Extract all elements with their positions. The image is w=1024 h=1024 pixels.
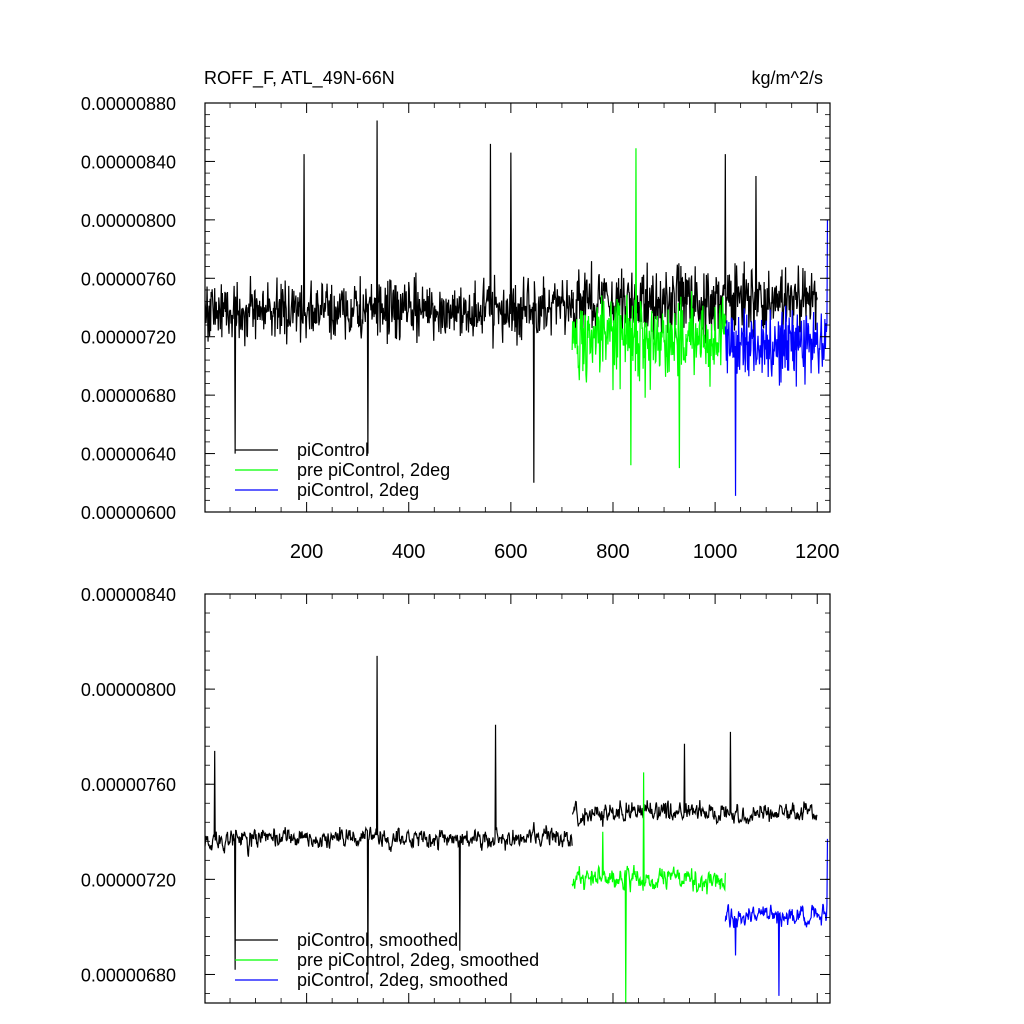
legend-label: piControl (297, 440, 369, 460)
series-line-pre-picontrol-2deg (571, 148, 726, 469)
x-tick-label: 1000 (693, 541, 738, 563)
top-plot-frame (204, 102, 831, 513)
x-tick-label: 600 (494, 541, 527, 563)
top-units: kg/m^2/s (752, 68, 823, 88)
y-tick-label: 0.00000680 (81, 965, 176, 985)
series-line-picontrol-2deg-smoothed (724, 838, 829, 996)
x-tick-label: 200 (290, 541, 323, 563)
bottom-axis-ticks: 0.00000680 0.00000720 0.00000760 0.00000800… (81, 585, 830, 1003)
y-tick-label: 0.00000600 (81, 503, 176, 523)
legend-label: piControl, smoothed (297, 930, 458, 950)
x-tick-label: 1200 (795, 541, 840, 563)
y-tick-label: 0.00000720 (81, 870, 176, 890)
series-line-pre-picontrol-2deg-smoothed (571, 772, 726, 1004)
legend-label: pre piControl, 2deg (297, 460, 450, 480)
bottom-series-group (204, 655, 829, 1004)
legend-label: pre piControl, 2deg, smoothed (297, 950, 539, 970)
x-tick-label: 400 (392, 541, 425, 563)
top-series-group (204, 120, 829, 496)
series-line-picontrol-smoothed (204, 655, 573, 975)
series-line-picontrol (571, 154, 818, 344)
legend-label: piControl, 2deg (297, 480, 419, 500)
legend-label: piControl, 2deg, smoothed (297, 970, 508, 990)
top-title: ROFF_F, ATL_49N-66N (204, 68, 395, 89)
y-tick-label: 0.00000800 (81, 211, 176, 231)
top-axis-ticks: 0.00000600 0.00000640 0.00000680 0.00000720… (81, 94, 840, 563)
bottom-plot-frame (204, 593, 831, 1004)
y-tick-label: 0.00000720 (81, 328, 176, 348)
y-tick-label: 0.00000840 (81, 585, 176, 605)
top-plot: ROFF_F, ATL_49N-66N kg/m^2/s 0.000006000… (81, 68, 840, 563)
series-line-picontrol (204, 120, 573, 483)
y-tick-label: 0.00000680 (81, 386, 176, 406)
y-tick-label: 0.00000640 (81, 445, 176, 465)
series-line-picontrol-2deg (724, 219, 829, 496)
y-tick-label: 0.00000760 (81, 269, 176, 289)
y-tick-label: 0.00000800 (81, 680, 176, 700)
y-tick-label: 0.00000840 (81, 152, 176, 172)
series-line-picontrol-smoothed (571, 731, 818, 827)
bottom-plot: 0.00000680 0.00000720 0.00000760 0.00000800… (81, 585, 831, 1004)
x-tick-label: 800 (596, 541, 629, 563)
y-tick-label: 0.00000760 (81, 775, 176, 795)
y-tick-label: 0.00000880 (81, 94, 176, 114)
